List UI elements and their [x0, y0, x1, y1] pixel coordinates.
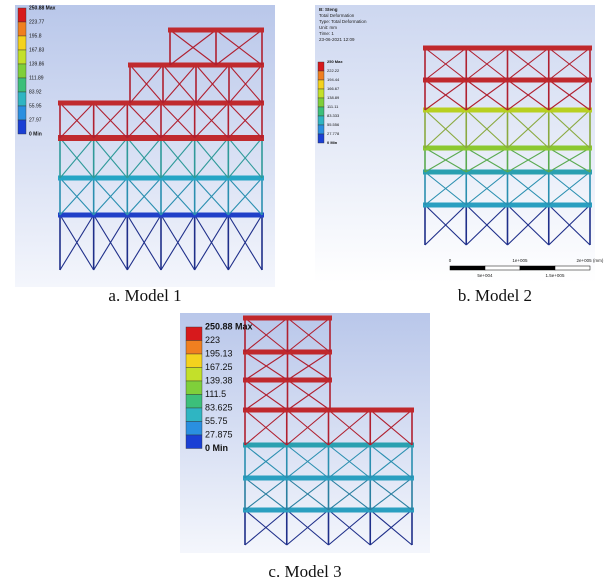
- legend-label: 250.88 Max: [205, 321, 253, 331]
- legend-label: 111.5: [205, 389, 226, 399]
- legend-swatch: [18, 50, 26, 64]
- legend-swatch: [18, 106, 26, 120]
- legend-label: 195.8: [29, 33, 42, 39]
- legend-swatch: [318, 125, 324, 134]
- legend-label: 167.25: [205, 362, 233, 372]
- legend-label: 111.89: [29, 75, 44, 81]
- legend-label: 83.333: [327, 113, 340, 118]
- scale-label: 2e+005 (mm): [577, 258, 604, 263]
- legend-label: 55.95: [29, 103, 42, 109]
- figure: a. Model 1 b. Model 2 c. Model 3 250.88 …: [0, 0, 609, 586]
- legend-label: 83.92: [29, 89, 42, 95]
- legend-swatch: [186, 435, 202, 449]
- legend-label: 0 Min: [205, 443, 228, 453]
- legend-label: 139.86: [29, 61, 45, 67]
- legend-swatch: [18, 36, 26, 50]
- legend-label: 223: [205, 335, 220, 345]
- header-line: Unit: mm: [319, 25, 337, 30]
- legend-label: 55.556: [327, 122, 340, 127]
- legend-swatch: [318, 71, 324, 80]
- legend-swatch: [318, 107, 324, 116]
- legend-swatch: [186, 408, 202, 422]
- legend-swatch: [186, 381, 202, 395]
- caption: c. Model 3: [268, 562, 341, 581]
- legend-label: 195.13: [205, 348, 233, 358]
- legend-label: 194.44: [327, 77, 340, 82]
- legend-swatch: [186, 368, 202, 382]
- legend-swatch: [18, 22, 26, 36]
- legend-swatch: [318, 116, 324, 125]
- legend-swatch: [318, 62, 324, 71]
- legend-swatch: [186, 354, 202, 368]
- legend-swatch: [18, 8, 26, 22]
- scale-segment: [450, 266, 485, 270]
- legend-label: 55.75: [205, 416, 228, 426]
- legend-swatch: [318, 98, 324, 107]
- legend-swatch: [318, 80, 324, 89]
- legend-swatch: [186, 395, 202, 409]
- legend-label: 111.11: [327, 104, 339, 109]
- legend-label: 83.625: [205, 402, 233, 412]
- scale-segment: [520, 266, 555, 270]
- legend-swatch: [186, 327, 202, 341]
- legend-swatch: [18, 92, 26, 106]
- legend-swatch: [18, 120, 26, 134]
- legend-label: 27.875: [205, 429, 233, 439]
- legend-label: 0 Min: [29, 131, 42, 137]
- legend-label: 27.97: [29, 117, 42, 123]
- legend-label: 223.77: [29, 19, 45, 25]
- legend-label: 250.88 Max: [29, 5, 56, 11]
- legend-label: 139.38: [205, 375, 233, 385]
- scale-label: 5e+004: [477, 273, 493, 278]
- scale-label: 1e+005: [512, 258, 528, 263]
- legend-swatch: [18, 78, 26, 92]
- header-line: 23-06-2021 12:09: [319, 37, 355, 42]
- legend-swatch: [18, 64, 26, 78]
- caption: b. Model 2: [458, 286, 532, 305]
- legend-label: 167.83: [29, 47, 45, 53]
- legend-swatch: [318, 134, 324, 143]
- scale-segment: [485, 266, 520, 270]
- legend-swatch: [186, 422, 202, 436]
- legend-label: 166.67: [327, 86, 340, 91]
- legend-label: 250 Max: [327, 59, 343, 64]
- legend-label: 27.778: [327, 131, 340, 136]
- scale-label: 1.5e+005: [546, 273, 565, 278]
- legend-swatch: [186, 341, 202, 355]
- header-line: B: Steng: [319, 7, 338, 12]
- header-line: Time: 1: [319, 31, 334, 36]
- caption: a. Model 1: [108, 286, 181, 305]
- legend-label: 0 Min: [327, 140, 338, 145]
- header-line: Type: Total Deformation: [319, 19, 367, 24]
- scale-segment: [555, 266, 590, 270]
- header-line: Total Deformation: [319, 13, 355, 18]
- legend-swatch: [318, 89, 324, 98]
- legend-label: 222.22: [327, 68, 340, 73]
- legend-label: 138.89: [327, 95, 340, 100]
